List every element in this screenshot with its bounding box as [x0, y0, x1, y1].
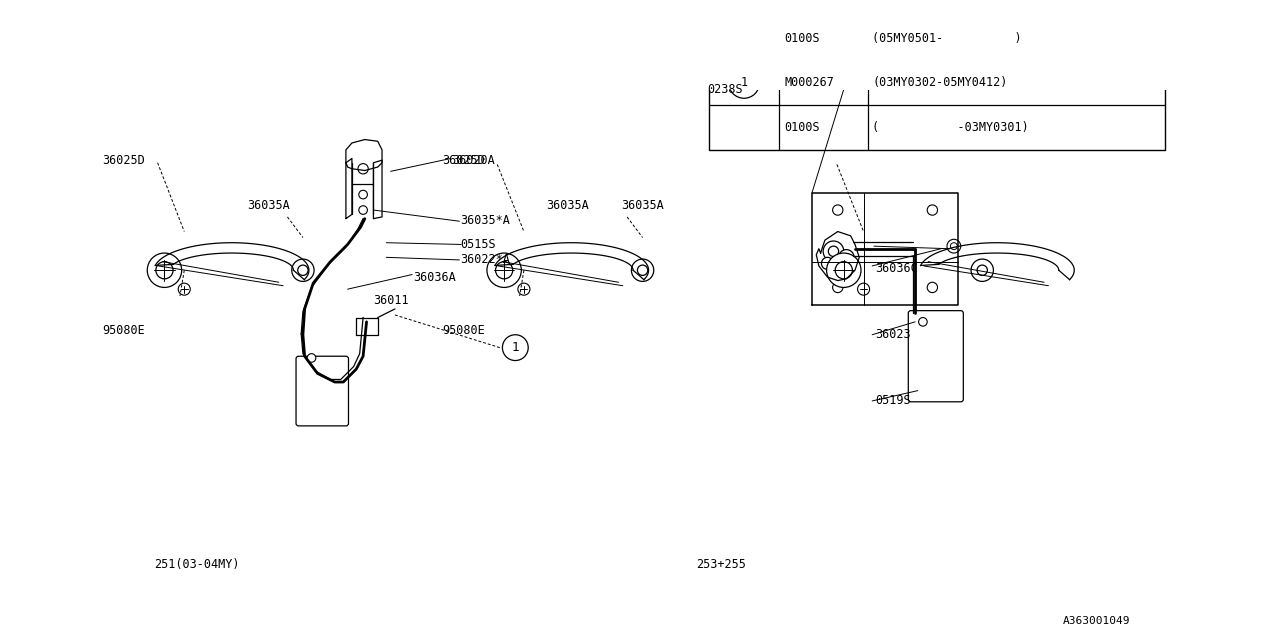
- Text: 251(03-04MY): 251(03-04MY): [154, 558, 239, 571]
- Text: 253+255: 253+255: [696, 558, 746, 571]
- Circle shape: [178, 283, 191, 295]
- Text: A363001049: A363001049: [1062, 616, 1130, 626]
- Circle shape: [503, 335, 529, 360]
- Text: 36010: 36010: [707, 0, 742, 3]
- Text: 36035A: 36035A: [247, 199, 289, 212]
- Circle shape: [298, 265, 308, 275]
- Text: 36035*A: 36035*A: [461, 214, 511, 227]
- Text: 36036C: 36036C: [874, 262, 918, 275]
- Circle shape: [728, 67, 759, 99]
- Circle shape: [518, 283, 530, 295]
- Text: M000267: M000267: [785, 76, 835, 90]
- Circle shape: [358, 205, 367, 214]
- Circle shape: [972, 259, 993, 282]
- Text: 36035A: 36035A: [621, 199, 664, 212]
- Circle shape: [844, 254, 850, 260]
- Text: 0238S: 0238S: [707, 83, 742, 96]
- Circle shape: [927, 205, 937, 215]
- Text: 0100S: 0100S: [785, 31, 820, 45]
- Text: 36022*A: 36022*A: [461, 253, 511, 266]
- Circle shape: [292, 259, 314, 282]
- Text: 0100S: 0100S: [785, 121, 820, 134]
- Circle shape: [358, 164, 369, 174]
- Circle shape: [832, 282, 844, 292]
- Circle shape: [828, 246, 838, 257]
- Text: 36011: 36011: [374, 294, 410, 307]
- Text: (           -03MY0301): ( -03MY0301): [872, 121, 1029, 134]
- Circle shape: [858, 283, 869, 295]
- FancyBboxPatch shape: [909, 310, 964, 402]
- Text: 95080E: 95080E: [102, 324, 146, 337]
- Text: 36025D: 36025D: [102, 154, 146, 166]
- Circle shape: [977, 265, 987, 275]
- Circle shape: [486, 253, 521, 287]
- Text: 36035A: 36035A: [547, 199, 589, 212]
- Circle shape: [919, 317, 927, 326]
- Circle shape: [838, 250, 854, 265]
- Circle shape: [307, 354, 316, 362]
- Text: 95080E: 95080E: [442, 324, 485, 337]
- Bar: [709, 16, 1165, 150]
- Circle shape: [637, 265, 648, 275]
- Text: 36020A: 36020A: [452, 154, 494, 166]
- Circle shape: [631, 259, 654, 282]
- Text: 36023: 36023: [874, 328, 910, 341]
- Text: (03MY0302-05MY0412): (03MY0302-05MY0412): [872, 76, 1007, 90]
- Text: 0515S: 0515S: [461, 238, 495, 251]
- Text: 36025D: 36025D: [442, 154, 485, 166]
- Circle shape: [823, 241, 844, 262]
- Text: 0519S: 0519S: [874, 394, 910, 408]
- Circle shape: [951, 243, 957, 250]
- Circle shape: [822, 257, 833, 269]
- Circle shape: [358, 190, 367, 199]
- Circle shape: [927, 282, 937, 292]
- Text: 1: 1: [512, 341, 520, 354]
- Circle shape: [827, 253, 861, 287]
- Circle shape: [156, 262, 173, 279]
- Circle shape: [947, 239, 961, 253]
- Text: 36036A: 36036A: [413, 271, 456, 284]
- FancyBboxPatch shape: [296, 356, 348, 426]
- Circle shape: [147, 253, 182, 287]
- Circle shape: [832, 205, 844, 215]
- Circle shape: [835, 262, 852, 279]
- Text: (05MY0501-          ): (05MY0501- ): [872, 31, 1021, 45]
- Text: 1: 1: [741, 76, 748, 90]
- Circle shape: [495, 262, 513, 279]
